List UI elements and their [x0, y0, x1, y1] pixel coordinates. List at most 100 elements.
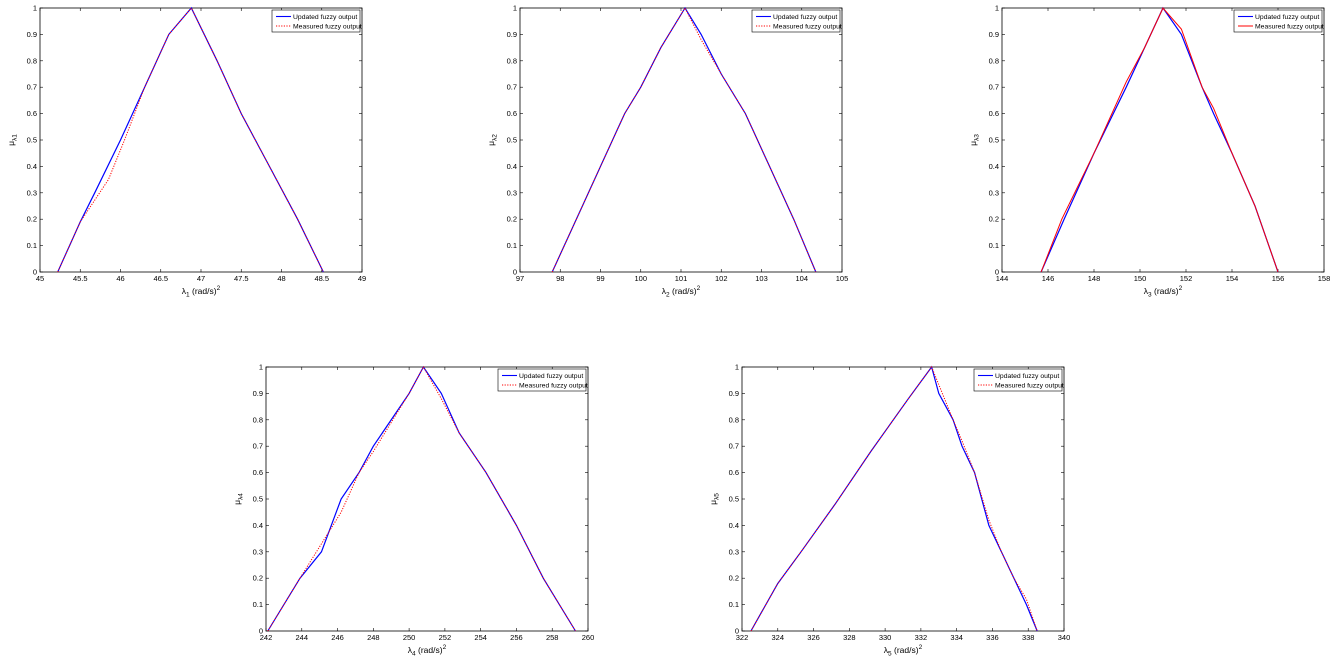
y-tick-label: 0: [995, 268, 999, 277]
y-tick-label: 0.6: [989, 109, 999, 118]
y-tick-label: 0.9: [729, 389, 739, 398]
x-tick-label: 102: [715, 274, 728, 283]
x-tick-label: 105: [836, 274, 849, 283]
x-tick-label: 49: [358, 274, 366, 283]
x-tick-label: 104: [795, 274, 808, 283]
y-tick-label: 0.1: [253, 600, 263, 609]
y-tick-label: 0.4: [989, 162, 999, 171]
subplot-2: 97 98 99 100 101 102 103 104 105 0 0.1 0.2 0.3 0.4 0.5…: [486, 4, 848, 299]
y-tick-label: 0.6: [27, 109, 37, 118]
y-tick-label: 0.5: [253, 495, 263, 504]
subplot-4: 242 244 246 248 250 252 254 256 258 260 0 0.1 0.2 0.3…: [232, 363, 594, 658]
legend-label-updated: Updated fuzzy output: [995, 373, 1059, 380]
series-measured-line: [267, 365, 576, 632]
y-tick-label: 0.6: [729, 468, 739, 477]
x-axis-label: λ2 (rad/s)2: [662, 285, 701, 299]
y-tick-label: 0.6: [253, 468, 263, 477]
y-tick-label: 0.2: [507, 215, 517, 224]
axes-box: [39, 7, 363, 273]
x-tick-label: 322: [736, 633, 749, 642]
y-tick-label: 0.4: [729, 521, 739, 530]
legend-box: [1233, 9, 1323, 33]
y-axis-label: μλ3: [968, 134, 981, 146]
legend-box: [497, 368, 587, 392]
series-measured-line: [750, 365, 1038, 632]
legend-box: [973, 368, 1063, 392]
y-tick-label: 0.6: [507, 109, 517, 118]
y-tick-label: 0.1: [27, 241, 37, 250]
y-tick-label: 0.9: [27, 30, 37, 39]
x-tick-label: 244: [296, 633, 309, 642]
y-tick-label: 0.3: [729, 547, 739, 556]
y-axis-label: μλ4: [232, 493, 245, 505]
legend: Updated fuzzy output Measured fuzzy outpu…: [751, 9, 842, 33]
y-tick-label: 0.1: [989, 241, 999, 250]
legend-box: [751, 9, 841, 33]
x-tick-label: 48.5: [314, 274, 329, 283]
x-tick-label: 46.5: [153, 274, 168, 283]
y-tick-label: 0.2: [989, 215, 999, 224]
x-tick-label: 101: [675, 274, 688, 283]
x-tick-label: 242: [260, 633, 273, 642]
y-tick-label: 1: [33, 4, 37, 13]
y-tick-label: 0.2: [27, 215, 37, 224]
x-tick-label: 326: [807, 633, 820, 642]
x-tick-label: 46: [116, 274, 124, 283]
subplot-5: 322 324 326 328 330 332 334 336 338 340 0 0.1 0.2 0.3…: [708, 363, 1070, 658]
legend-box: [271, 9, 361, 33]
y-tick-label: 0.3: [507, 188, 517, 197]
y-tick-label: 0.5: [729, 495, 739, 504]
x-axis-label: λ4 (rad/s)2: [408, 644, 447, 658]
y-tick-label: 1: [259, 363, 263, 372]
axes-box: [519, 7, 843, 273]
axes-box: [741, 366, 1065, 632]
x-tick-label: 256: [510, 633, 523, 642]
x-tick-label: 332: [915, 633, 928, 642]
x-tick-label: 248: [367, 633, 380, 642]
x-tick-label: 103: [755, 274, 768, 283]
x-tick-label: 150: [1134, 274, 1147, 283]
y-tick-label: 0.8: [989, 56, 999, 65]
y-tick-label: 0.8: [27, 56, 37, 65]
y-tick-label: 0.5: [27, 136, 37, 145]
x-axis-label: λ3 (rad/s)2: [1144, 285, 1183, 299]
y-tick-label: 0.3: [253, 547, 263, 556]
x-tick-label: 258: [546, 633, 559, 642]
series-measured-line: [1040, 7, 1279, 273]
series-updated-line: [551, 6, 817, 273]
y-tick-label: 0.7: [729, 442, 739, 451]
y-tick-label: 1: [735, 363, 739, 372]
y-axis-label: μλ1: [6, 134, 19, 146]
x-tick-label: 97: [516, 274, 524, 283]
subplot-1: 45 45.5 46 46.5 47 47.5 48 48.5 49 0 0.1 0.2 0.3 0.4 0…: [6, 4, 366, 299]
y-tick-label: 0.5: [989, 136, 999, 145]
legend-label-updated: Updated fuzzy output: [519, 373, 583, 380]
x-tick-label: 254: [474, 633, 487, 642]
x-tick-label: 334: [950, 633, 963, 642]
y-tick-label: 0.2: [253, 574, 263, 583]
axes-box: [1001, 7, 1325, 273]
x-axis-label: λ1 (rad/s)2: [182, 285, 221, 299]
y-tick-label: 0.7: [989, 83, 999, 92]
legend: Updated fuzzy output Measured fuzzy outpu…: [1233, 9, 1324, 33]
y-tick-label: 0.7: [253, 442, 263, 451]
y-tick-label: 0.4: [253, 521, 263, 530]
x-tick-label: 47: [197, 274, 205, 283]
y-tick-label: 1: [513, 4, 517, 13]
x-tick-label: 324: [772, 633, 785, 642]
y-tick-label: 0.3: [989, 188, 999, 197]
x-tick-label: 158: [1318, 274, 1331, 283]
y-tick-label: 0.4: [507, 162, 517, 171]
y-tick-label: 0.3: [27, 188, 37, 197]
y-tick-label: 0: [513, 268, 517, 277]
x-tick-label: 330: [879, 633, 892, 642]
x-tick-label: 338: [1022, 633, 1035, 642]
y-tick-label: 0.7: [27, 83, 37, 92]
y-tick-label: 0.8: [253, 415, 263, 424]
y-tick-label: 0.7: [507, 83, 517, 92]
x-tick-label: 340: [1058, 633, 1071, 642]
x-tick-label: 252: [439, 633, 452, 642]
legend-label-measured: Measured fuzzy output: [995, 383, 1064, 390]
x-tick-label: 99: [596, 274, 604, 283]
